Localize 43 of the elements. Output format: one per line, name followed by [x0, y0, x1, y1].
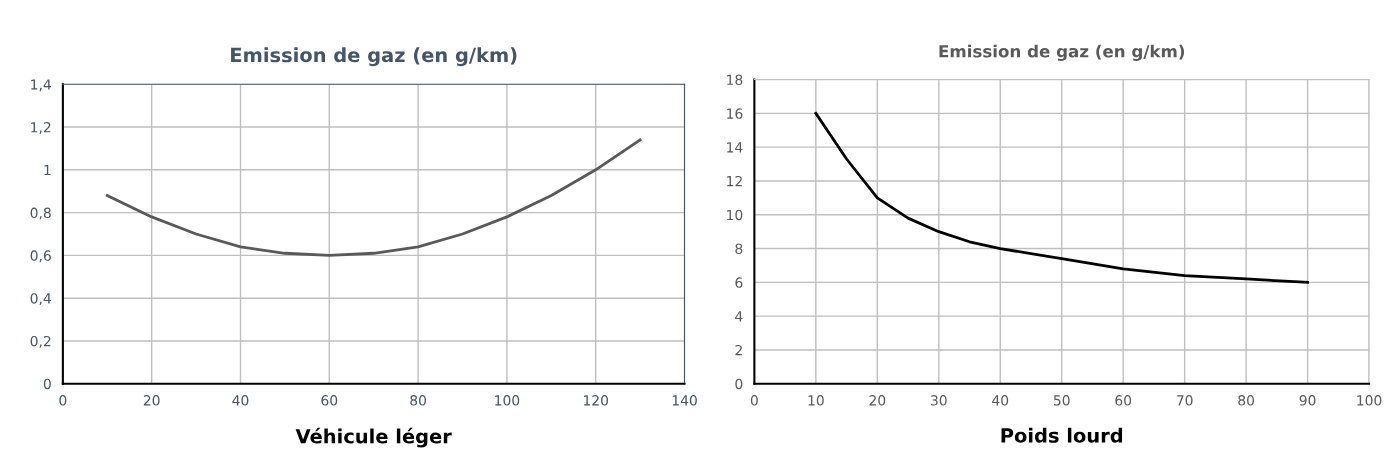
- y-tick-label: 0,2: [30, 335, 51, 348]
- x-tick-label: 20: [143, 395, 160, 406]
- x-tick-label: 0: [59, 395, 67, 406]
- y-tick-label: 0,8: [30, 207, 51, 220]
- line-series: [814, 111, 1309, 284]
- x-tick-label: 50: [1053, 395, 1070, 406]
- y-tick-label: 6: [735, 277, 743, 288]
- x-tick-label: 0: [750, 395, 758, 406]
- x-tick-label: 40: [992, 395, 1009, 406]
- y-tick-label: 12: [727, 175, 742, 187]
- y-tick-label: 2: [735, 344, 742, 356]
- x-tick-label: 140: [672, 395, 697, 406]
- x-tick-label: 100: [495, 395, 520, 406]
- x-tick-label: 20: [869, 395, 886, 406]
- y-tick-label: 14: [727, 142, 743, 153]
- y-tick-label: 16: [727, 108, 743, 119]
- x-tick-label: 60: [321, 395, 338, 406]
- line-series: [105, 138, 642, 257]
- x-tick-label: 40: [232, 395, 249, 406]
- y-tick-label: 4: [735, 311, 743, 322]
- y-tick-label: 0,4: [30, 293, 51, 306]
- y-tick-label: 1,2: [31, 122, 51, 134]
- x-axis-title: Poids lourd: [1001, 427, 1123, 443]
- y-tick-label: 0: [735, 378, 743, 390]
- y-tick-label: 18: [727, 74, 743, 86]
- x-tick-label: 60: [1115, 395, 1132, 406]
- y-tick-label: 1,4: [31, 79, 51, 92]
- x-axis-title: Véhicule léger: [295, 427, 452, 448]
- y-tick-label: 8: [735, 243, 743, 255]
- x-tick-label: 80: [1238, 395, 1255, 406]
- x-tick-label: 10: [808, 395, 824, 406]
- x-tick-label: 100: [1357, 395, 1382, 406]
- x-tick-label: 30: [931, 395, 947, 406]
- x-tick-label: 120: [583, 395, 609, 406]
- chart-title: Emission de gaz (en g/km): [939, 44, 1185, 61]
- y-tick-label: 1: [44, 164, 51, 176]
- x-tick-label: 70: [1176, 395, 1193, 406]
- y-tick-label: 0: [43, 378, 51, 390]
- y-tick-label: 10: [727, 209, 743, 221]
- y-tick-label: 0,6: [30, 250, 51, 263]
- chart-title: Emission de gaz (en g/km): [231, 47, 517, 67]
- x-tick-label: 80: [410, 395, 427, 406]
- x-tick-label: 90: [1299, 395, 1316, 406]
